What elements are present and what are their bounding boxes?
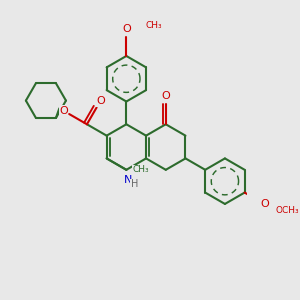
Text: N: N [124, 175, 132, 184]
Text: O: O [96, 96, 105, 106]
Text: O: O [161, 91, 170, 101]
Text: O: O [122, 24, 131, 34]
Text: O: O [59, 106, 68, 116]
Text: CH₃: CH₃ [133, 165, 149, 174]
Text: CH₃: CH₃ [146, 21, 163, 30]
Text: OCH₃: OCH₃ [276, 206, 299, 215]
Text: H: H [131, 179, 138, 189]
Text: O: O [260, 199, 269, 209]
